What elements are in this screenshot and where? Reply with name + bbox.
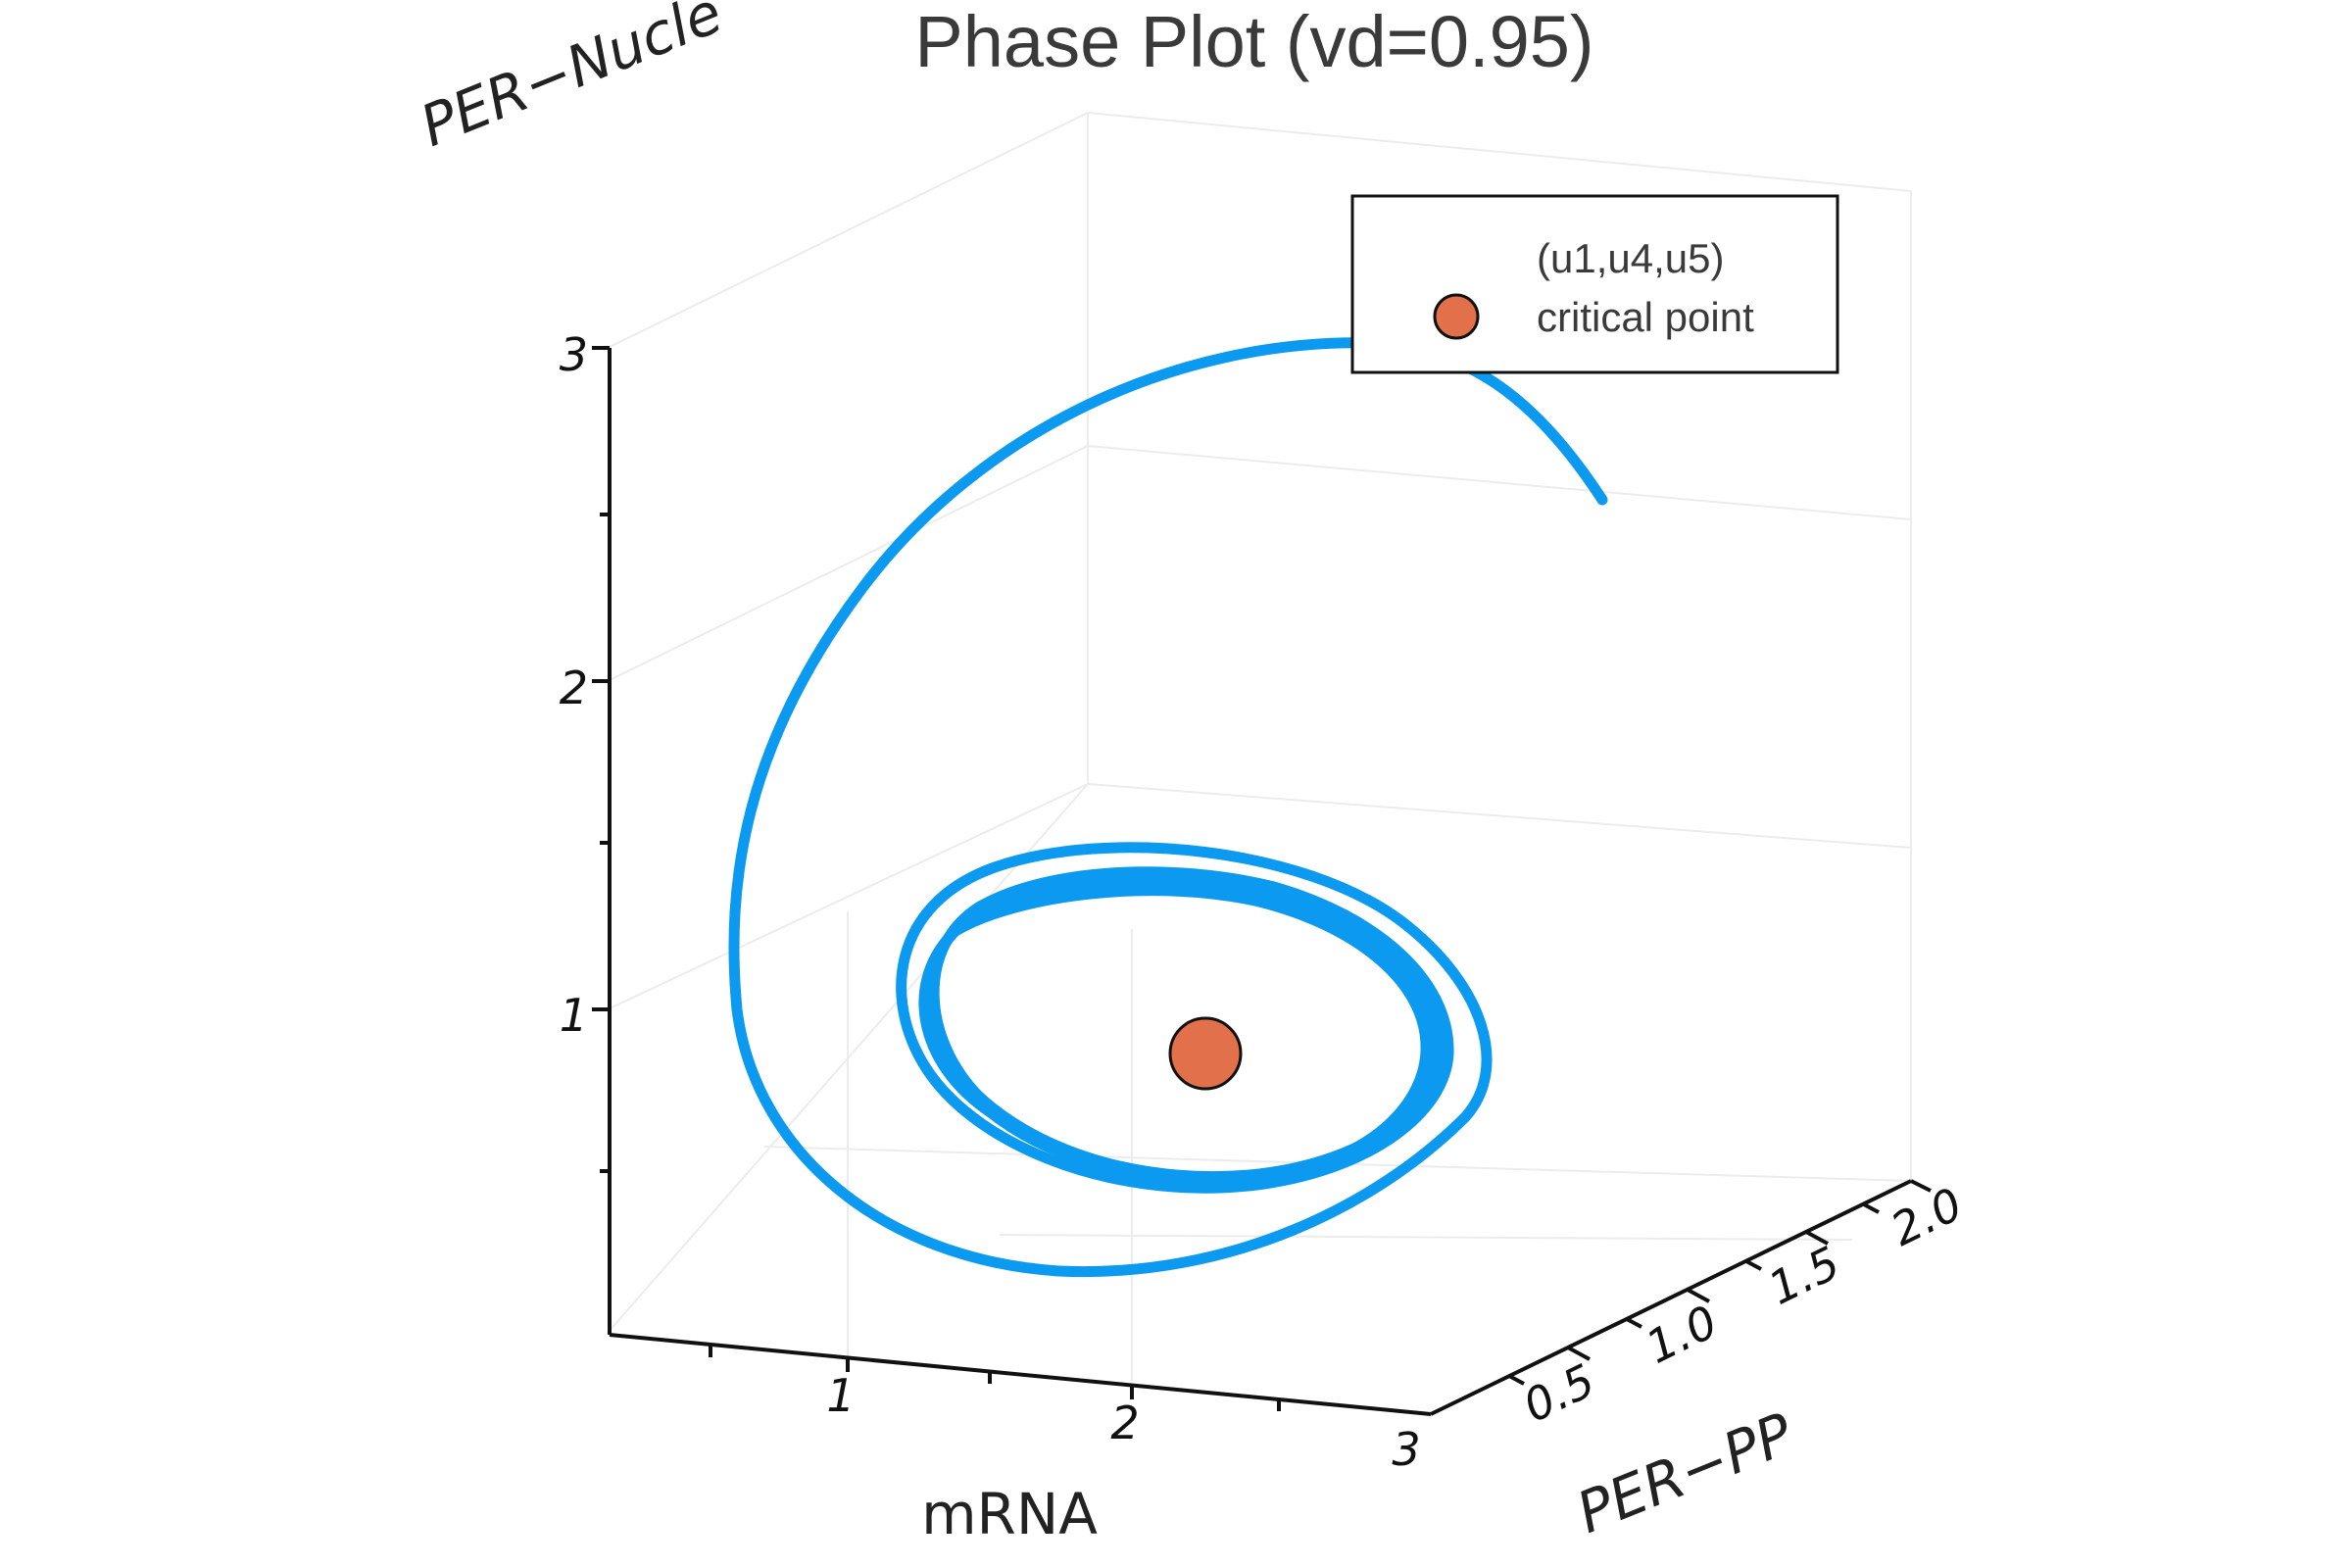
critical-point-marker	[1168, 1016, 1243, 1091]
trajectory-transient	[728, 337, 1608, 1278]
trajectory-series	[728, 337, 1608, 1278]
x-axis-line	[609, 1333, 1432, 1416]
x-axis-label: mRNA	[921, 1481, 1098, 1547]
z-tick-label: 3	[560, 328, 588, 381]
z-ticks	[592, 346, 610, 1173]
legend-entry-critical-point: critical point	[1537, 294, 1754, 340]
legend: (u1,u4,u5) critical point	[1350, 194, 1839, 374]
trajectory-limit-cycle-3	[918, 885, 1432, 1186]
y-ticks	[1508, 1179, 1932, 1386]
z-axis-label: PER−Nucle	[412, 0, 731, 160]
grid	[607, 112, 1912, 1382]
y-axis-label: PER−PP	[1568, 1400, 1802, 1546]
z-tick-label: 1	[560, 989, 588, 1042]
legend-entry-trajectory: (u1,u4,u5)	[1537, 235, 1724, 281]
x-tick-label: 3	[1392, 1423, 1420, 1476]
y-axis-line	[1430, 1179, 1912, 1416]
x-tick-label: 2	[1110, 1396, 1139, 1449]
z-tick-label: 2	[560, 662, 588, 714]
x-tick-label: 1	[826, 1369, 855, 1422]
legend-box	[1350, 194, 1839, 374]
x-ticks	[709, 1345, 1281, 1411]
legend-marker-critical-point	[1433, 293, 1480, 340]
chart-title: Phase Plot (vd=0.95)	[914, 1, 1593, 82]
